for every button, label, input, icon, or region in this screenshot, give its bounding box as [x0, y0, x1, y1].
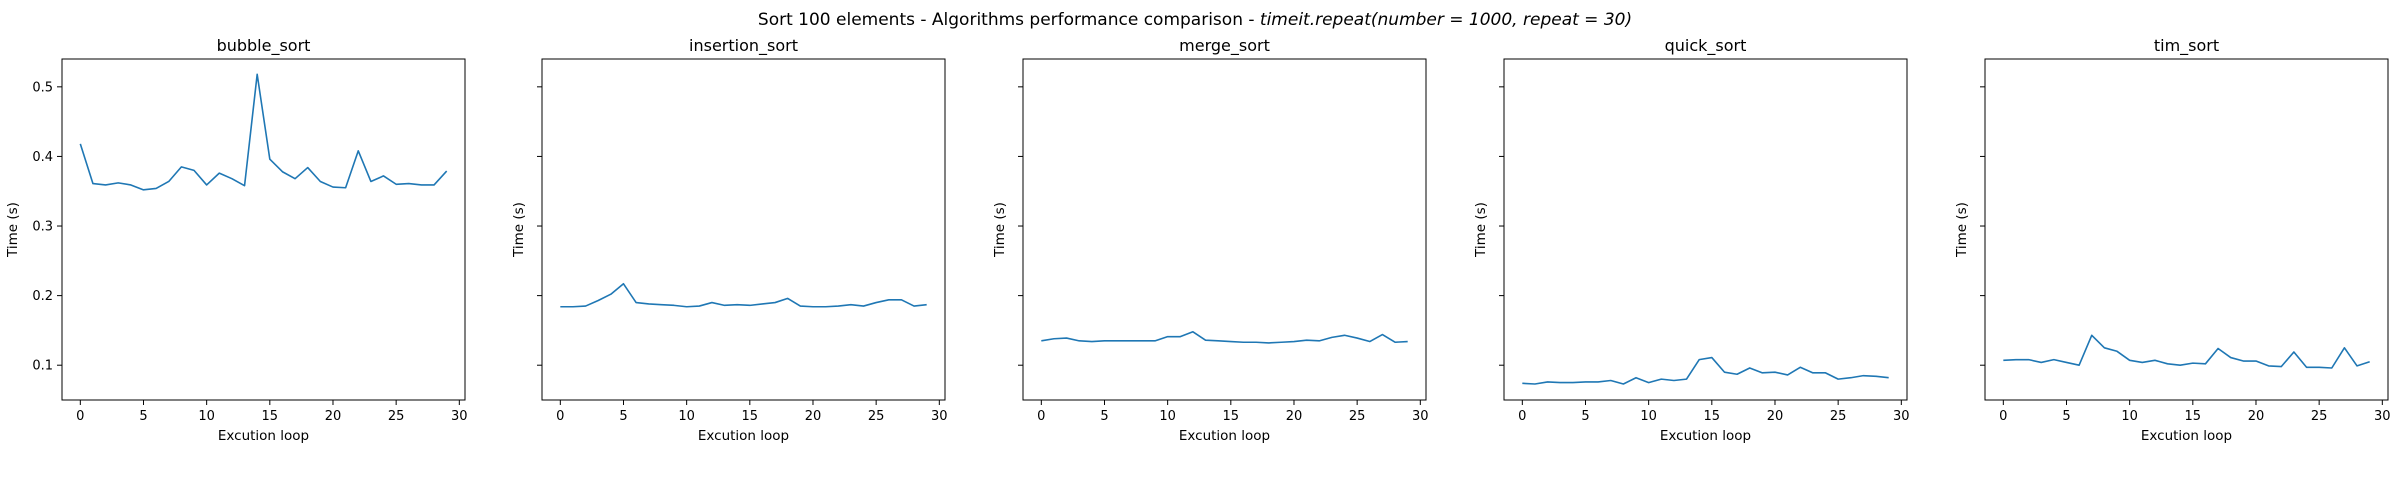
subplot-bubble_sort: 0 5 10 15 20 25 30 0.1 0.2 0.3 0.4 0.5 bubble_sort Ex… — [5, 36, 468, 444]
y-tick-label: 0.1 — [32, 359, 53, 374]
subplot-merge_sort: 0 5 10 15 20 25 30 merge_sort Excution loop Time … — [992, 36, 1429, 444]
x-tick-label: 5 — [2062, 409, 2070, 424]
axes-frame — [541, 58, 946, 401]
x-tick-label: 10 — [1640, 409, 1657, 424]
x-tick-label: 5 — [139, 409, 147, 424]
x-tick-label: 30 — [2374, 409, 2391, 424]
x-axis-label: Excution loop — [2141, 428, 2232, 444]
series-line-bubble_sort — [79, 73, 448, 191]
x-axis-label: Excution loop — [1179, 428, 1270, 444]
x-tick-label: 0 — [556, 409, 564, 424]
x-tick-label: 20 — [805, 409, 822, 424]
subplot-title: quick_sort — [1665, 36, 1747, 56]
subplot-title: bubble_sort — [217, 36, 311, 56]
x-tick-label: 0 — [76, 409, 84, 424]
x-tick-label: 30 — [1893, 409, 1910, 424]
x-tick-label: 30 — [1412, 409, 1429, 424]
y-axis-label: Time (s) — [1473, 202, 1489, 258]
subplot-tim_sort: 0 5 10 15 20 25 30 tim_sort Excution loop Time (s… — [1954, 36, 2391, 444]
axes-frame — [61, 58, 466, 401]
x-tick-label: 10 — [198, 409, 215, 424]
x-tick-label: 5 — [1100, 409, 1108, 424]
subplot-panels: 0 5 10 15 20 25 30 0.1 0.2 0.3 0.4 0.5 bubble_sort Ex… — [5, 36, 2391, 444]
y-axis-label: Time (s) — [5, 202, 21, 258]
x-tick-label: 15 — [742, 409, 759, 424]
subplot-quick_sort: 0 5 10 15 20 25 30 quick_sort Excution loop Time … — [1473, 36, 1910, 444]
x-tick-label: 25 — [2311, 409, 2328, 424]
x-tick-label: 10 — [1159, 409, 1176, 424]
series-line-insertion_sort — [560, 282, 927, 308]
x-tick-label: 25 — [868, 409, 885, 424]
subplot-title: tim_sort — [2154, 36, 2219, 56]
figure-title: Sort 100 elements - Algorithms performan… — [758, 10, 1632, 30]
x-tick-label: 15 — [1704, 409, 1721, 424]
x-tick-label: 30 — [931, 409, 948, 424]
axes-frame — [1022, 58, 1427, 401]
x-tick-label: 15 — [2185, 409, 2202, 424]
y-axis-label: Time (s) — [1954, 202, 1970, 258]
x-tick-label: 15 — [1223, 409, 1240, 424]
x-tick-label: 0 — [1037, 409, 1045, 424]
x-tick-label: 20 — [2248, 409, 2265, 424]
series-line-tim_sort — [2003, 334, 2370, 369]
subplot-title: insertion_sort — [689, 36, 798, 56]
x-tick-label: 5 — [619, 409, 627, 424]
y-tick-label: 0.3 — [32, 220, 53, 235]
x-tick-label: 25 — [388, 409, 405, 424]
y-tick-label: 0.4 — [32, 150, 53, 165]
x-tick-label: 25 — [1349, 409, 1366, 424]
x-tick-label: 10 — [2121, 409, 2138, 424]
figure-title-plain: Sort 100 elements - Algorithms performan… — [758, 10, 1260, 30]
x-tick-label: 20 — [1286, 409, 1303, 424]
x-tick-label: 25 — [1830, 409, 1847, 424]
x-axis-label: Excution loop — [1660, 428, 1751, 444]
figure-title-math-args: (number = 1000, repeat = 30) — [1371, 10, 1632, 30]
x-tick-label: 10 — [678, 409, 695, 424]
x-tick-label: 15 — [262, 409, 279, 424]
series-line-quick_sort — [1522, 356, 1889, 385]
x-axis-label: Excution loop — [218, 428, 309, 444]
x-axis-label: Excution loop — [698, 428, 789, 444]
y-tick-label: 0.5 — [32, 80, 53, 95]
y-tick-label: 0.2 — [32, 289, 53, 304]
subplot-insertion_sort: 0 5 10 15 20 25 30 insertion_sort Excution loop T… — [511, 36, 948, 444]
subplot-title: merge_sort — [1179, 36, 1270, 56]
axes-frame — [1503, 58, 1908, 401]
y-axis-label: Time (s) — [992, 202, 1008, 258]
figure-title-math-func: timeit.repeat — [1260, 10, 1372, 30]
x-tick-label: 30 — [451, 409, 468, 424]
y-axis-label: Time (s) — [511, 202, 527, 258]
series-line-merge_sort — [1041, 330, 1408, 344]
x-tick-label: 20 — [325, 409, 342, 424]
x-tick-label: 5 — [1581, 409, 1589, 424]
x-tick-label: 20 — [1767, 409, 1784, 424]
x-tick-label: 0 — [1518, 409, 1526, 424]
axes-frame — [1984, 58, 2389, 401]
x-tick-label: 0 — [1999, 409, 2007, 424]
